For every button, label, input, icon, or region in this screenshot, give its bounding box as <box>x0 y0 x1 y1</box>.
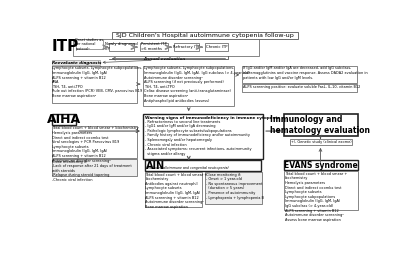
Text: Immunology and
hematology evaluation: Immunology and hematology evaluation <box>270 115 370 135</box>
Text: Onset studies as
per national
protocolᵃ: Onset studies as per national protocolᵃ <box>76 38 104 51</box>
Text: Close monitoring if:
-Lack of response after 21 days of treatment
with steroids
: Close monitoring if: -Lack of response a… <box>52 159 132 182</box>
Text: Total blood count + blood smear + biochemistry
Hemolysis parameters
Direct and i: Total blood count + blood smear + bioche… <box>52 126 139 163</box>
Text: +/- Genetic study (clinical exome): +/- Genetic study (clinical exome) <box>291 140 352 144</box>
Text: EVANS syndrome: EVANS syndrome <box>284 161 357 170</box>
Text: (excluded alloimmune and congenital neutropenia): (excluded alloimmune and congenital neut… <box>146 166 229 170</box>
Text: Refractory ITP: Refractory ITP <box>173 45 200 49</box>
Text: If IgG and/or IgM and/or IgA are decreased, add IgG subclass,
isohemagglutinins : If IgG and/or IgM and/or IgA are decreas… <box>243 66 368 79</box>
FancyBboxPatch shape <box>205 43 228 51</box>
FancyBboxPatch shape <box>143 114 263 159</box>
Text: AIN: AIN <box>146 161 165 171</box>
FancyBboxPatch shape <box>144 172 202 207</box>
FancyBboxPatch shape <box>73 39 259 56</box>
FancyBboxPatch shape <box>143 66 234 106</box>
FancyBboxPatch shape <box>109 43 134 51</box>
Text: Chronic ITP: Chronic ITP <box>206 45 227 49</box>
Text: Lymphocyte subsets. Lymphocyte subpopulations.
Immunoglobulin (IgG, IgM, IgA). I: Lymphocyte subsets. Lymphocyte subpopula… <box>144 66 250 103</box>
Text: Newly diagnosed
ITP: Newly diagnosed ITP <box>105 43 138 51</box>
FancyBboxPatch shape <box>52 66 137 103</box>
Text: Reevaluate diagnosis: Reevaluate diagnosis <box>52 61 102 65</box>
FancyBboxPatch shape <box>284 160 358 170</box>
Text: AIHA: AIHA <box>47 113 81 126</box>
FancyBboxPatch shape <box>52 159 137 176</box>
Text: - Refractoriness to second line treatments
- IgG1 and/or IgM and/or IgA decreasi: - Refractoriness to second line treatmen… <box>144 119 251 156</box>
FancyBboxPatch shape <box>290 139 352 145</box>
Text: Total blood count + blood smear +
biochemistry
Antibodies against neutrophil
Lym: Total blood count + blood smear + bioche… <box>145 173 208 209</box>
FancyBboxPatch shape <box>284 114 358 136</box>
FancyBboxPatch shape <box>242 66 357 83</box>
Text: Close monitoring if:
- Onset > 1 year-old
- No spontaneous improvement
  (durati: Close monitoring if: - Onset > 1 year-ol… <box>206 173 264 200</box>
Text: Lymphocyte subsets. Lymphocyte subpopulations.
Immunoglobulin (IgG, IgM, IgA)
AL: Lymphocyte subsets. Lymphocyte subpopula… <box>52 66 142 98</box>
FancyBboxPatch shape <box>52 126 137 158</box>
FancyBboxPatch shape <box>242 84 357 92</box>
FancyBboxPatch shape <box>52 60 100 65</box>
Text: Warning signs of immunodeficiency in immune cytopenia: Warning signs of immunodeficiency in imm… <box>144 116 279 120</box>
FancyBboxPatch shape <box>140 43 168 51</box>
Text: Annual evaluation: Annual evaluation <box>144 57 186 61</box>
FancyBboxPatch shape <box>76 39 104 50</box>
Text: ITP: ITP <box>52 39 79 54</box>
Text: SJD Children's Hospital autoimmune cytopenia follow-up: SJD Children's Hospital autoimmune cytop… <box>116 33 294 38</box>
Text: Persistent ITP
>6 months: Persistent ITP >6 months <box>141 43 167 51</box>
FancyBboxPatch shape <box>52 114 76 125</box>
Text: Total blood count + blood smear +
biochemistry
Hemolysis parameters
Direct and i: Total blood count + blood smear + bioche… <box>285 172 347 222</box>
FancyBboxPatch shape <box>112 32 298 39</box>
FancyBboxPatch shape <box>205 172 262 204</box>
Text: ALPS screening positive: evaluate soluble FasL, IL-10, vitamin B12: ALPS screening positive: evaluate solubl… <box>243 85 360 89</box>
FancyBboxPatch shape <box>174 43 199 51</box>
FancyBboxPatch shape <box>284 171 358 209</box>
FancyBboxPatch shape <box>144 160 261 171</box>
